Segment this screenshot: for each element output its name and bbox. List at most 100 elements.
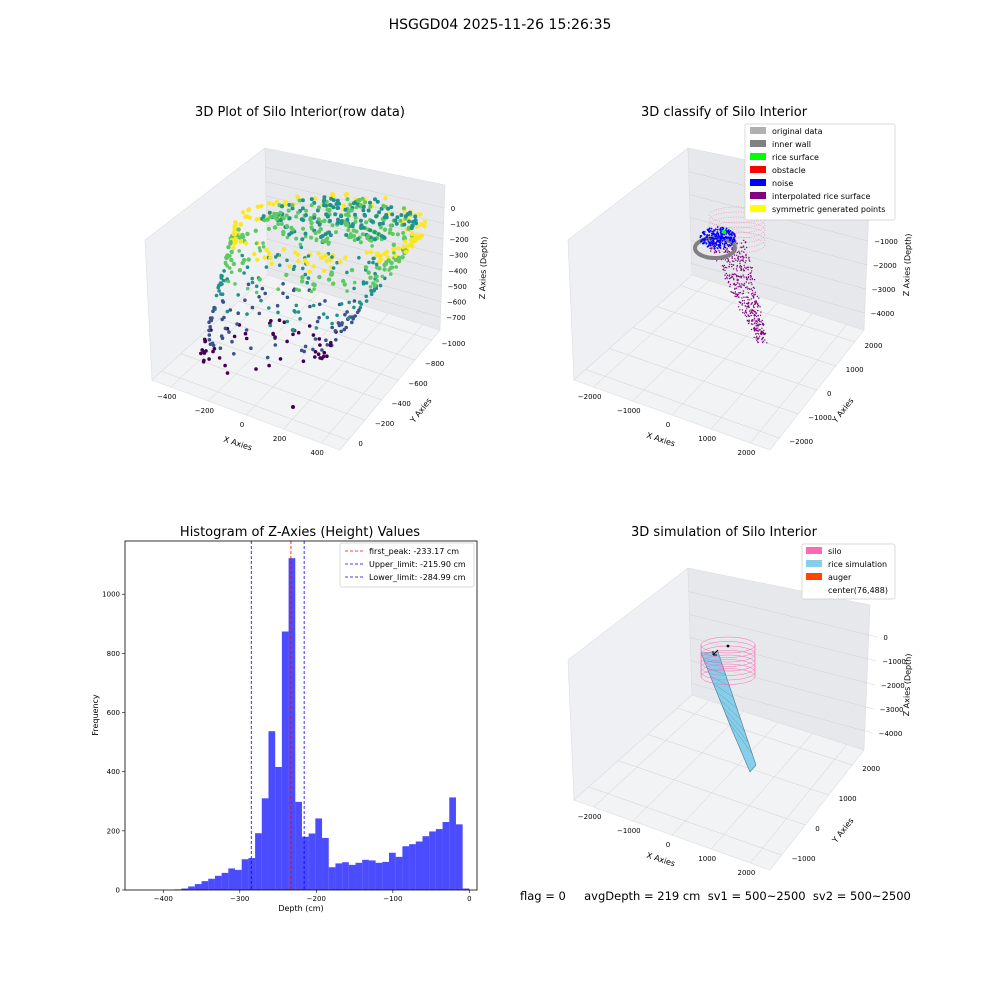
histogram-bar bbox=[295, 801, 302, 890]
histogram-legend-label: Upper_limit: -215.90 cm bbox=[369, 560, 466, 569]
histogram-bar bbox=[181, 888, 189, 890]
simulation-legend-label: rice simulation bbox=[828, 560, 887, 569]
raw-x-label: X Axies bbox=[222, 435, 253, 453]
classify-legend-label: interpolated rice surface bbox=[772, 192, 870, 201]
raw-z-tick: −400 bbox=[448, 267, 467, 275]
histogram-x-tick: −200 bbox=[307, 895, 326, 903]
status-footer: flag = 0 avgDepth = 219 cm sv1 = 500~250… bbox=[520, 889, 911, 903]
raw-z-tick: −500 bbox=[448, 283, 467, 291]
histogram-bar bbox=[362, 859, 369, 890]
raw-x-tick: 0 bbox=[240, 421, 244, 429]
classify-x-label: X Axies bbox=[645, 431, 676, 449]
simulation-legend-swatch bbox=[806, 573, 822, 580]
simulation-y-tick: 1000 bbox=[839, 795, 857, 803]
histogram-y-tick: 400 bbox=[107, 768, 120, 776]
histogram-bar bbox=[402, 846, 410, 890]
classify-x-tick: −2000 bbox=[578, 393, 602, 401]
raw-y-tick: −600 bbox=[408, 380, 427, 388]
classify-y-tick: −2000 bbox=[789, 438, 813, 446]
simulation-legend-label: center(76,488) bbox=[828, 586, 888, 595]
histogram-frame bbox=[124, 540, 478, 891]
histogram-x-tick: −300 bbox=[230, 895, 249, 903]
classify-z-tick: −2000 bbox=[873, 262, 897, 270]
histogram-legend-label: first_peak: -233.17 cm bbox=[369, 547, 459, 556]
classify-z-tick: −1000 bbox=[874, 238, 898, 246]
simulation-z-tick: 0 bbox=[883, 634, 887, 642]
classify-legend-swatch bbox=[750, 192, 766, 199]
histogram-bar bbox=[455, 824, 463, 890]
simulation-legend-label: silo bbox=[828, 547, 842, 556]
classify-chart-title: 3D classify of Silo Interior bbox=[641, 105, 808, 120]
histogram-bar bbox=[308, 833, 316, 890]
raw-z-tick: −200 bbox=[449, 236, 468, 244]
histogram-legend: first_peak: -233.17 cm Upper_limit: -215.… bbox=[339, 542, 475, 588]
classify-legend-swatch bbox=[750, 140, 766, 147]
histogram-bar bbox=[422, 836, 430, 890]
classify-y-tick: 0 bbox=[827, 390, 831, 398]
raw-z-tick: 0 bbox=[451, 205, 455, 213]
histogram-x-tick: −400 bbox=[154, 895, 173, 903]
histogram-y-tick: 200 bbox=[107, 827, 120, 835]
histogram-bar bbox=[429, 831, 436, 890]
simulation-legend-box bbox=[801, 543, 896, 600]
classify-legend-swatch bbox=[750, 153, 766, 160]
classify-inner-wall bbox=[693, 236, 737, 260]
simulation-x-tick: 1000 bbox=[698, 855, 716, 863]
classify-x-tick: 1000 bbox=[698, 435, 716, 443]
histogram-ref-lines bbox=[250, 541, 305, 890]
histogram-bar bbox=[435, 829, 443, 890]
classify-legend: original data inner wall rice surface obsta… bbox=[744, 123, 896, 221]
histogram-bars bbox=[174, 558, 470, 890]
histogram-y-tick: 600 bbox=[107, 709, 120, 717]
simulation-legend: silo rice simulation auger center(76,488) bbox=[801, 543, 896, 600]
histogram-bar bbox=[335, 863, 343, 890]
histogram-bar bbox=[375, 862, 383, 890]
histogram-bar bbox=[328, 867, 336, 890]
histogram-bar bbox=[288, 558, 296, 890]
raw-z-tick: −100 bbox=[450, 220, 469, 228]
simulation-y-tick: −1000 bbox=[792, 855, 816, 863]
histogram-bar bbox=[368, 860, 376, 890]
raw-x-tick: −400 bbox=[157, 393, 176, 401]
chart-classify-3d: 3D classify of Silo Interior −2000 −1000 0… bbox=[567, 105, 913, 457]
simulation-z-tick: −2000 bbox=[881, 682, 905, 690]
raw-y-tick: −200 bbox=[375, 420, 394, 428]
histogram-x-tick: −100 bbox=[383, 895, 402, 903]
simulation-z-tick: −3000 bbox=[880, 706, 904, 714]
raw-y-tick: −800 bbox=[425, 360, 444, 368]
raw-z-tick: −600 bbox=[447, 299, 466, 307]
classify-legend-label: inner wall bbox=[772, 140, 811, 149]
raw-z-tick: −300 bbox=[449, 252, 468, 260]
histogram-bar bbox=[415, 841, 423, 890]
raw-point-cloud bbox=[199, 191, 428, 409]
histogram-bar bbox=[315, 818, 323, 890]
raw-y-label: Y Axies bbox=[408, 396, 434, 425]
histogram-bar bbox=[194, 884, 202, 890]
raw-x-tick: −200 bbox=[195, 407, 214, 415]
histogram-x-label: Depth (cm) bbox=[278, 904, 323, 913]
simulation-legend-label: auger bbox=[828, 573, 852, 582]
simulation-x-tick: −2000 bbox=[578, 813, 602, 821]
raw-z-tick: −700 bbox=[446, 314, 465, 322]
classify-z-tick: −4000 bbox=[871, 310, 895, 318]
histogram-bar bbox=[261, 798, 269, 890]
classify-legend-label: original data bbox=[772, 127, 823, 136]
classify-z-label: Z Axies (Depth) bbox=[902, 233, 913, 296]
histogram-bar bbox=[281, 631, 289, 890]
simulation-x-tick: 2000 bbox=[737, 869, 755, 877]
histogram-bar bbox=[382, 861, 389, 890]
histogram-bar bbox=[442, 821, 450, 890]
histogram-bar bbox=[389, 852, 396, 890]
raw-z-label: Z Axies (Depth) bbox=[478, 236, 489, 299]
simulation-y-tick: 0 bbox=[815, 825, 819, 833]
simulation-surface bbox=[700, 636, 757, 773]
histogram-y-tick: 1000 bbox=[102, 591, 120, 599]
histogram-bar bbox=[248, 858, 256, 890]
simulation-center-point bbox=[726, 644, 730, 648]
raw-y-tick: −400 bbox=[392, 400, 411, 408]
classify-legend-swatch bbox=[750, 166, 766, 173]
raw-outlier-point bbox=[291, 405, 295, 409]
classify-x-tick: −1000 bbox=[617, 407, 641, 415]
simulation-chart-title: 3D simulation of Silo Interior bbox=[631, 525, 818, 540]
histogram-bar bbox=[228, 868, 235, 890]
